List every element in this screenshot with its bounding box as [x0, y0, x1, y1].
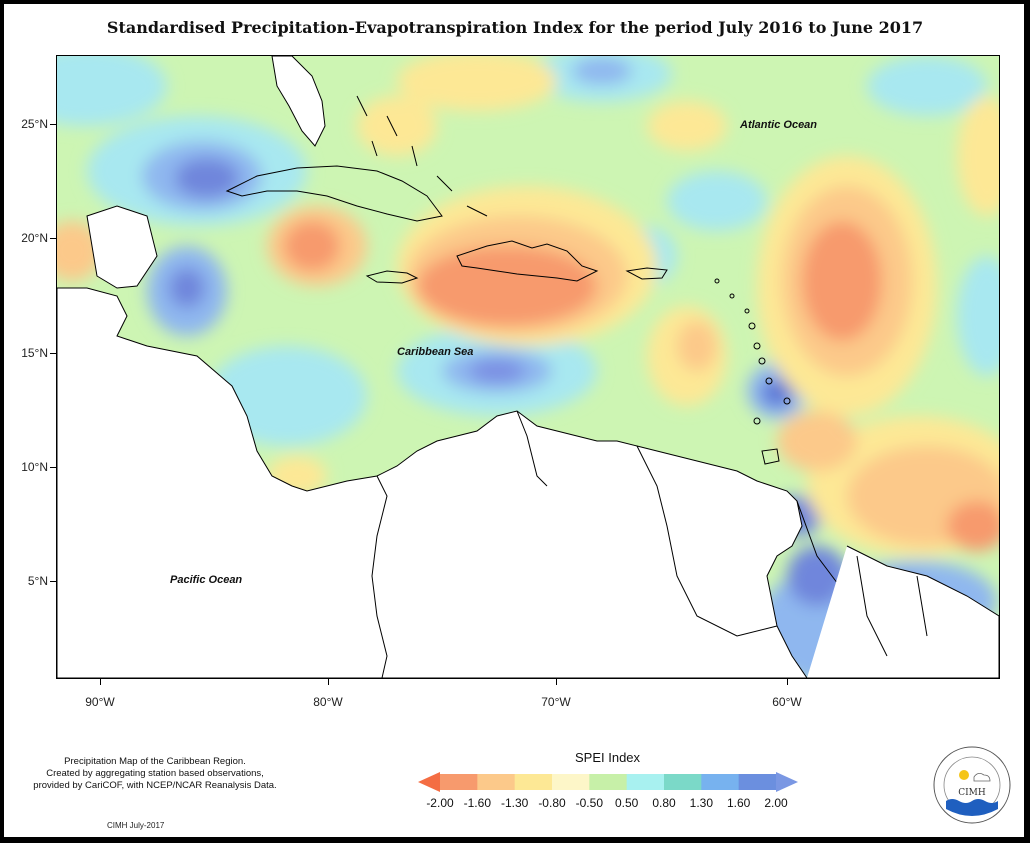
cloud-icon: [973, 773, 991, 782]
y-tick-10n: 10°N: [21, 460, 48, 474]
legend-label: -0.50: [575, 796, 603, 810]
y-tick-20n: 20°N: [21, 231, 48, 245]
caribbean-sea-label: Caribbean Sea: [397, 346, 474, 358]
legend-title: SPEI Index: [575, 750, 641, 765]
y-tickmark: [50, 581, 56, 582]
legend-swatch-high: [776, 772, 798, 792]
x-tick-90w: 90°W: [85, 695, 115, 709]
y-tickmark: [50, 467, 56, 468]
legend-label: 1.60: [726, 796, 751, 810]
legend-swatch: [589, 774, 628, 790]
y-tick-25n: 25°N: [21, 117, 48, 131]
legend-swatch: [477, 774, 516, 790]
legend-label: 0.50: [614, 796, 639, 810]
legend-swatch: [440, 774, 478, 790]
y-tickmark: [50, 353, 56, 354]
legend-color-bar: [418, 772, 798, 792]
sun-icon: [959, 770, 969, 780]
x-tickmark: [100, 679, 101, 685]
y-tickmark: [50, 238, 56, 239]
landmass: [57, 287, 999, 678]
x-tick-70w: 70°W: [541, 695, 571, 709]
cimh-logo: CIMH: [933, 746, 1011, 824]
legend-swatch-low: [418, 772, 440, 792]
x-tick-80w: 80°W: [313, 695, 343, 709]
legend-swatch: [664, 774, 702, 790]
y-tick-15n: 15°N: [21, 346, 48, 360]
x-tick-60w: 60°W: [772, 695, 802, 709]
credit-line: Precipitation Map of the Caribbean Regio…: [64, 756, 246, 767]
legend-swatch: [626, 774, 665, 790]
pacific-ocean-label: Pacific Ocean: [170, 574, 243, 586]
legend-swatch: [514, 774, 553, 790]
credit-line: provided by CariCOF, with NCEP/NCAR Rean…: [33, 780, 277, 791]
legend-swatch: [552, 774, 590, 790]
credit-line: Created by aggregating station based obs…: [46, 768, 264, 779]
y-tickmark: [50, 124, 56, 125]
map-title: Standardised Precipitation-Evapotranspir…: [106, 18, 924, 37]
footer-credit: CIMH July-2017: [107, 821, 165, 830]
logo-text: CIMH: [958, 788, 986, 798]
map-canvas: [57, 56, 999, 678]
legend-label: -1.60: [463, 796, 491, 810]
y-tick-5n: 5°N: [27, 574, 48, 588]
legend-swatch: [701, 774, 740, 790]
data-credit: Precipitation Map of the Caribbean Regio…: [10, 756, 300, 792]
waves-icon: [946, 799, 998, 816]
x-tickmark: [556, 679, 557, 685]
legend-swatch: [738, 774, 777, 790]
spei-map[interactable]: Atlantic Ocean Caribbean Sea Pacific Oce…: [56, 55, 1000, 679]
x-tickmark: [328, 679, 329, 685]
legend-label: 2.00: [764, 796, 788, 810]
legend-label: -0.80: [538, 796, 566, 810]
legend-label: -1.30: [500, 796, 529, 810]
islands: [86, 56, 791, 465]
legend-label: 0.80: [652, 796, 676, 810]
x-tickmark: [787, 679, 788, 685]
legend-label: -2.00: [426, 796, 454, 810]
legend-label: 1.30: [689, 796, 713, 810]
atlantic-ocean-label: Atlantic Ocean: [740, 119, 818, 131]
